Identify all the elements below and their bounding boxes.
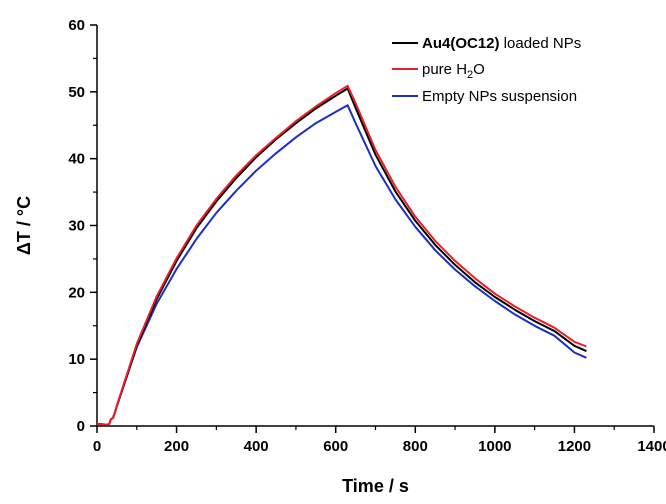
x-tick-label: 600 (323, 438, 348, 455)
y-axis-title: ΔT / °C (14, 196, 34, 255)
x-tick-label: 800 (403, 438, 428, 455)
y-tick-label: 60 (68, 17, 85, 34)
y-tick-label: 40 (68, 151, 85, 168)
y-tick-label: 0 (77, 418, 85, 435)
x-tick-label: 200 (164, 438, 189, 455)
y-tick-label: 30 (68, 218, 85, 235)
axes (96, 25, 654, 427)
water-series-line (96, 84, 587, 426)
legend-label-au4-bold: Au4(OC12) (422, 35, 500, 52)
x-tick-label: 400 (244, 438, 269, 455)
legend-label-water: pure H2O (422, 61, 485, 81)
series-lines (96, 84, 587, 426)
x-tick-label: 1200 (558, 438, 591, 455)
x-tick-label: 1000 (478, 438, 511, 455)
au4-series-line (96, 87, 587, 426)
legend-label-water-main: pure H (422, 61, 467, 78)
y-tick-label: 20 (68, 284, 85, 301)
y-tick-label: 10 (68, 351, 85, 368)
x-axis-title: Time / s (342, 476, 409, 496)
x-tick-label: 0 (93, 438, 101, 455)
y-tick-label: 50 (68, 84, 85, 101)
legend-label-au4-rest: loaded NPs (500, 35, 582, 52)
legend-label-water-sub: 2 (467, 69, 473, 81)
legend: Au4(OC12) loaded NPs pure H2O Empty NPs … (392, 35, 581, 105)
legend-label-water-tail: O (473, 61, 485, 78)
legend-label-au4: Au4(OC12) loaded NPs (422, 35, 581, 52)
empty-nps-series-line (96, 104, 587, 426)
legend-label-empty: Empty NPs suspension (422, 88, 577, 105)
